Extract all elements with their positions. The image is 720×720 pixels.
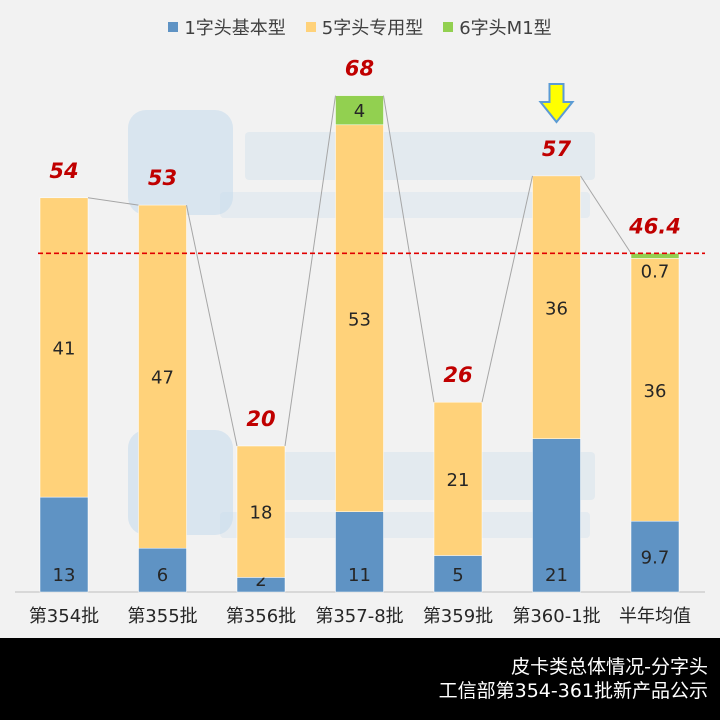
bar-segment xyxy=(630,258,680,522)
highlight-arrow-icon xyxy=(538,83,575,124)
bar-segment xyxy=(335,124,384,512)
x-tick-label: 第359批 xyxy=(423,606,493,627)
data-label: 11 xyxy=(348,565,371,586)
bar-segment xyxy=(39,496,89,593)
x-tick-label: 第356批 xyxy=(226,606,296,627)
total-label: 46.4 xyxy=(628,214,681,238)
footer-line2: 工信部第354-361批新产品公示 xyxy=(438,680,708,702)
connector-line xyxy=(383,95,435,403)
bar-segment xyxy=(236,445,286,578)
legend-swatch xyxy=(443,22,454,32)
data-label: 18 xyxy=(250,503,273,524)
stacked-bar-chart: 13 41 54 第354批 6 47 53 第355批 2 18 20 第356批 11 53 4 68 第3… xyxy=(15,57,705,627)
data-label: 21 xyxy=(545,565,568,586)
bar-segment xyxy=(532,438,581,593)
legend-swatch xyxy=(168,22,179,32)
legend-label: 6字头M1型 xyxy=(459,18,552,39)
data-label: 21 xyxy=(447,470,470,491)
data-label: 6 xyxy=(157,565,168,586)
data-label: 53 xyxy=(348,309,371,330)
connector-line xyxy=(87,197,139,206)
total-label: 57 xyxy=(542,137,572,161)
connector-line xyxy=(186,204,238,447)
x-tick-label: 第355批 xyxy=(127,606,197,627)
legend-swatch xyxy=(305,22,316,32)
legend-item: 1字头基本型 xyxy=(168,14,286,40)
bar-segment xyxy=(138,547,187,593)
data-label: 13 xyxy=(53,565,76,586)
legend-label: 1字头基本型 xyxy=(184,18,286,39)
bar-segment xyxy=(39,197,89,498)
total-label: 26 xyxy=(443,363,472,387)
total-label: 20 xyxy=(246,407,275,431)
data-label: 36 xyxy=(545,298,568,319)
legend-label: 5字头专用型 xyxy=(321,18,424,39)
data-label: 41 xyxy=(53,338,76,359)
watermark-cn-block xyxy=(245,132,595,180)
watermark-logo-icon xyxy=(128,110,233,215)
data-label: 5 xyxy=(452,565,463,586)
total-label: 54 xyxy=(49,159,78,183)
legend-item: 6字头M1型 xyxy=(443,14,552,40)
x-tick-label: 第354批 xyxy=(29,606,99,627)
watermark-en-block xyxy=(220,192,590,218)
x-tick-label: 第357-8批 xyxy=(315,606,403,627)
bar-segment xyxy=(433,401,483,556)
data-label: 9.7 xyxy=(641,548,670,569)
data-label: 2 xyxy=(255,570,266,591)
data-label: 47 xyxy=(151,368,174,389)
x-tick-label: 半年均值 xyxy=(619,606,691,627)
legend-item: 5字头专用型 xyxy=(305,14,424,40)
bar-segment xyxy=(138,204,187,549)
watermark-en-block xyxy=(220,512,590,538)
connector-line xyxy=(580,175,632,254)
footer-line1: 皮卡类总体情况-分字头 xyxy=(511,656,708,678)
data-label: 36 xyxy=(644,381,667,402)
bar-segment xyxy=(433,555,483,593)
bar-segment xyxy=(335,511,384,593)
bar-segment xyxy=(335,95,384,126)
watermark-cn-block xyxy=(245,452,595,500)
data-label: 0.7 xyxy=(641,261,670,282)
legend: 1字头基本型 5字头专用型 6字头M1型 xyxy=(0,14,720,40)
footer: 皮卡类总体情况-分字头 工信部第354-361批新产品公示 xyxy=(0,638,720,720)
bar-segment xyxy=(532,175,581,439)
x-tick-label: 第360-1批 xyxy=(512,606,600,627)
total-label: 68 xyxy=(345,57,374,81)
total-label: 53 xyxy=(148,166,177,190)
connector-line xyxy=(481,175,533,403)
data-label: 4 xyxy=(354,101,365,122)
connector-line xyxy=(284,95,336,447)
